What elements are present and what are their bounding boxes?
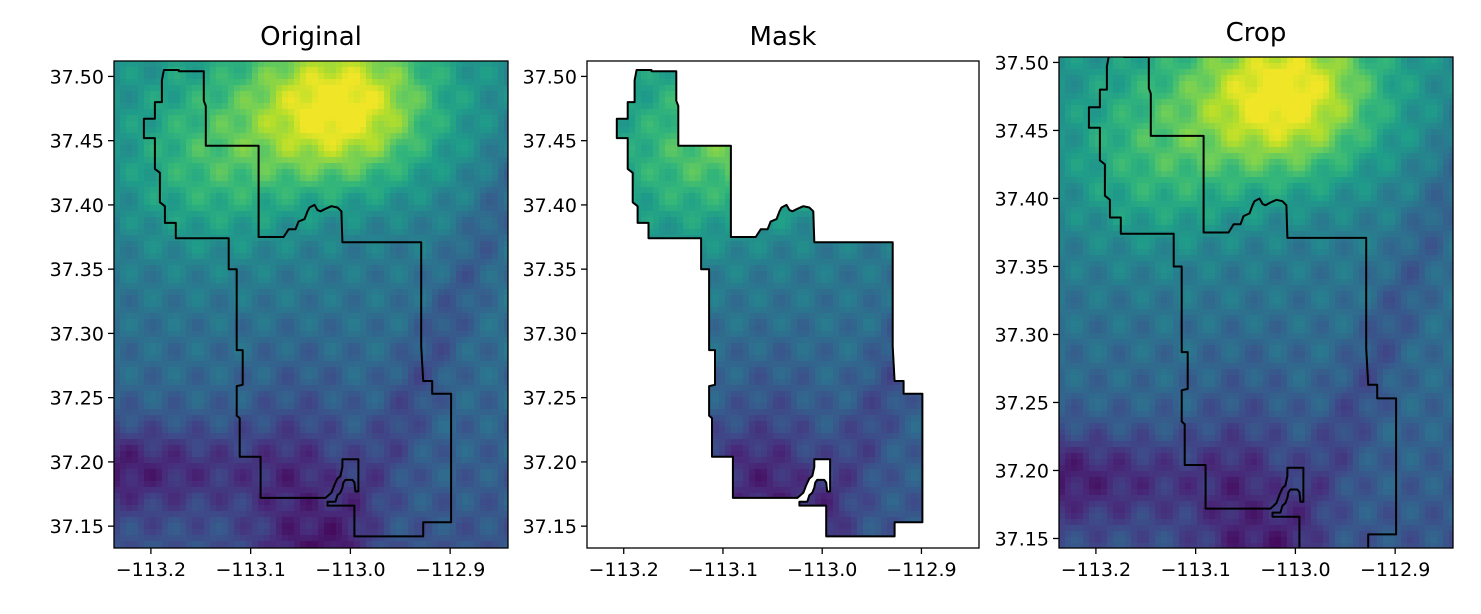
subplot-mask: Mask −113.2 −113.1 −113.0 −112.9 37.15 37.20 37… xyxy=(523,22,980,581)
y-tick-label: 37.15 xyxy=(50,516,104,538)
x-tick-label: −113.0 xyxy=(315,559,385,581)
subplot-original: Original −113.2 −113.1 −113.0 −112.9 37.15 37.… xyxy=(50,22,509,581)
boundary-outline xyxy=(615,69,924,538)
y-tick-label: 37.25 xyxy=(995,392,1049,414)
y-tick-label: 37.30 xyxy=(523,323,577,345)
x-tick-label: −112.9 xyxy=(1360,559,1430,581)
boundary-outline xyxy=(142,69,453,538)
y-tick-label: 37.40 xyxy=(995,188,1049,210)
y-tick-label: 37.15 xyxy=(523,516,577,538)
x-tick-label: −113.1 xyxy=(1160,559,1230,581)
y-tick-label: 37.25 xyxy=(50,388,104,410)
axes-frame xyxy=(586,60,980,549)
elevation-raster xyxy=(1059,57,1453,548)
subplot-crop: Crop −113.2 −113.1 −113.0 −112.9 37.15 37.20 37… xyxy=(995,18,1454,581)
y-tick-label: 37.50 xyxy=(523,66,577,88)
y-tick-label: 37.35 xyxy=(995,256,1049,278)
x-tick-label: −113.0 xyxy=(1260,559,1330,581)
axes-frame xyxy=(113,60,509,549)
subplot-title: Crop xyxy=(1226,18,1287,48)
x-tick-label: −113.2 xyxy=(589,559,659,581)
y-tick-label: 37.45 xyxy=(995,120,1049,142)
y-tick-label: 37.50 xyxy=(50,66,104,88)
x-tick-label: −113.1 xyxy=(688,559,758,581)
x-tick-label: −113.0 xyxy=(787,559,857,581)
y-tick-label: 37.15 xyxy=(995,528,1049,550)
x-tick-label: −113.2 xyxy=(1061,559,1131,581)
subplot-title: Mask xyxy=(750,22,817,52)
x-tick-label: −112.9 xyxy=(415,559,485,581)
y-tick-label: 37.25 xyxy=(523,388,577,410)
subplot-title: Original xyxy=(260,22,362,52)
x-tick-label: −113.1 xyxy=(215,559,285,581)
y-tick-label: 37.45 xyxy=(50,131,104,153)
y-tick-label: 37.50 xyxy=(995,52,1049,74)
x-tick-label: −113.2 xyxy=(116,559,186,581)
y-tick-label: 37.20 xyxy=(523,452,577,474)
boundary-outline xyxy=(1087,57,1398,548)
y-tick-label: 37.20 xyxy=(995,460,1049,482)
x-tick-label: −112.9 xyxy=(886,559,956,581)
y-tick-label: 37.40 xyxy=(523,195,577,217)
axes-frame xyxy=(1058,56,1454,549)
y-tick-label: 37.20 xyxy=(50,452,104,474)
y-tick-label: 37.45 xyxy=(523,131,577,153)
elevation-raster xyxy=(616,70,923,537)
y-tick-label: 37.40 xyxy=(50,195,104,217)
y-tick-label: 37.30 xyxy=(995,324,1049,346)
y-tick-label: 37.35 xyxy=(523,259,577,281)
y-tick-label: 37.35 xyxy=(50,259,104,281)
elevation-raster xyxy=(114,61,508,548)
y-tick-label: 37.30 xyxy=(50,323,104,345)
